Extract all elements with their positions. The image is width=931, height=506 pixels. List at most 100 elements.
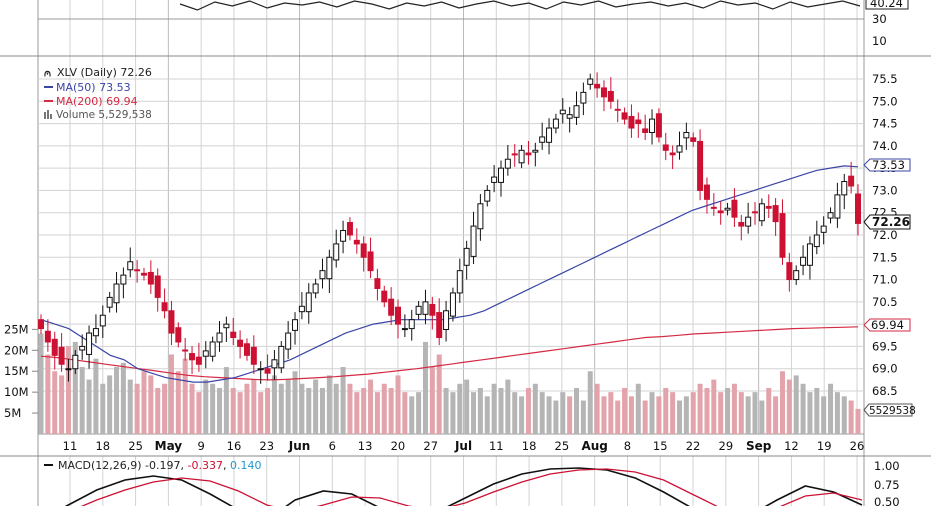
volume-bar	[148, 375, 154, 434]
candle	[525, 140, 532, 165]
volume-tick-label: 5M	[4, 406, 21, 420]
candle	[257, 361, 264, 384]
candle	[374, 268, 381, 301]
candle	[786, 252, 793, 292]
candle	[511, 144, 518, 167]
candle	[388, 287, 395, 326]
candle	[642, 114, 649, 141]
volume-bar	[168, 354, 174, 434]
volume-bar	[560, 392, 566, 434]
candle	[223, 316, 230, 342]
candle	[758, 198, 765, 227]
x-tick-label: 23	[259, 439, 274, 453]
price-tick-label: 69.5	[872, 339, 898, 353]
candle	[456, 258, 463, 303]
x-tick-label: 25	[555, 439, 570, 453]
volume-bar	[752, 392, 758, 434]
candle	[353, 228, 360, 254]
macd-legend: MACD(12,26,9) -0.197, -0.337, 0.140	[58, 459, 261, 472]
volume-bar	[786, 379, 792, 434]
x-tick-label: 8	[624, 439, 631, 453]
price-tick-label: 71.0	[872, 273, 898, 287]
price-axis: 75.575.074.574.073.573.072.572.071.571.0…	[872, 72, 898, 398]
candle	[580, 82, 587, 116]
candle	[532, 142, 539, 167]
x-tick-label: 16	[227, 439, 242, 453]
candle	[230, 317, 237, 346]
candle	[381, 285, 388, 308]
candle	[463, 240, 470, 280]
candle	[264, 354, 271, 381]
macd-tick-075: 0.75	[874, 478, 900, 492]
volume-bar	[773, 396, 779, 434]
volume-bar	[484, 396, 490, 434]
candle	[360, 236, 367, 272]
candle	[401, 314, 408, 338]
volume-tick-label: 15M	[4, 364, 29, 378]
volume-bar	[429, 367, 435, 434]
candle	[72, 349, 79, 375]
macd-panel: MACD(12,26,9) -0.197, -0.337, 0.140 1.00…	[44, 459, 900, 506]
volume-bar	[477, 387, 483, 434]
volume-bar	[505, 379, 511, 434]
candle	[559, 98, 566, 124]
volume-bar	[738, 392, 744, 434]
volume-bar	[86, 379, 92, 434]
candle	[285, 321, 292, 359]
candle	[607, 77, 614, 109]
x-tick-label: May	[155, 439, 183, 453]
candle	[834, 182, 841, 228]
volume-bar	[59, 375, 65, 434]
x-tick-label: 22	[686, 439, 701, 453]
candle	[477, 193, 484, 241]
candle	[738, 214, 745, 241]
x-tick-label: Sep	[746, 439, 772, 453]
volume-bar	[120, 362, 126, 434]
candle	[662, 132, 669, 161]
volume-bar	[793, 375, 799, 434]
candle	[278, 341, 285, 374]
macd-tick-05: 0.50	[874, 495, 900, 506]
candle	[710, 193, 717, 216]
volume-tick-label: 20M	[4, 343, 29, 357]
x-tick-label: 11	[489, 439, 504, 453]
volume-bar	[718, 392, 724, 434]
price-tick-label: 73.0	[872, 183, 898, 197]
volume-bar	[704, 387, 710, 434]
candle	[319, 258, 326, 289]
candle	[772, 198, 779, 236]
candle	[566, 107, 573, 133]
candle	[86, 325, 93, 369]
volume-bar	[519, 396, 525, 434]
x-tick-label: Jun	[288, 439, 311, 453]
volume-bar	[326, 375, 332, 434]
volume-bar	[395, 375, 401, 434]
volume-bar	[368, 379, 374, 434]
candle	[717, 201, 724, 225]
svg-text:5529538: 5529538	[869, 405, 916, 417]
candle	[92, 314, 99, 344]
volume-tick-label: 10M	[4, 385, 29, 399]
candle	[573, 91, 580, 125]
candle	[250, 335, 257, 375]
volume-bar	[615, 400, 621, 434]
volume-bar	[498, 387, 504, 434]
candle	[175, 322, 182, 348]
volume-bar	[107, 375, 113, 434]
volume-bar	[670, 392, 676, 434]
x-tick-label: 12	[784, 439, 799, 453]
candle	[51, 331, 58, 370]
volume-bar	[457, 383, 463, 434]
volume-bar	[690, 392, 696, 434]
volume-bar	[711, 379, 717, 434]
macd-signal-line	[80, 468, 863, 506]
volume-bar	[532, 383, 538, 434]
x-tick-label: 15	[653, 439, 668, 453]
candle	[154, 268, 161, 312]
candle	[140, 267, 147, 281]
candle	[806, 236, 813, 280]
volume-bar	[450, 392, 456, 434]
volume-bar	[656, 396, 662, 434]
candle	[44, 319, 51, 352]
